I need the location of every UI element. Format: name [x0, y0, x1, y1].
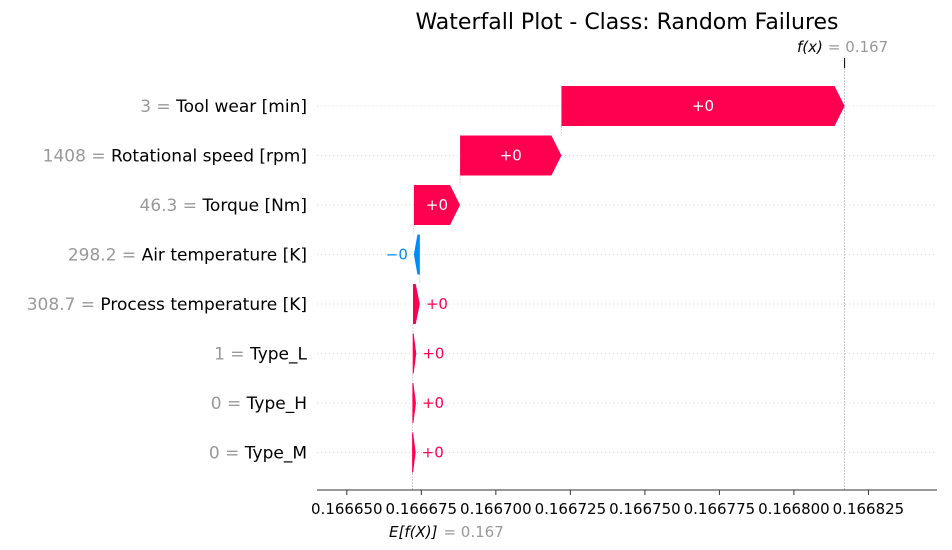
feature-label: 308.7 = Process temperature [K]	[27, 295, 307, 315]
feature-name: Torque [Nm]	[201, 196, 307, 216]
efx-label: E[f(X)]	[389, 523, 438, 541]
feature-equals: =	[225, 345, 250, 365]
feature-equals: =	[151, 97, 176, 117]
feature-value: 0	[209, 444, 220, 464]
x-tick-label: 0.166675	[386, 500, 458, 518]
labels-layer: +0 3 = Tool wear [min] +0 1408 = Rotational…	[27, 97, 714, 464]
feature-equals: =	[117, 246, 142, 266]
feature-name: Rotational speed [rpm]	[111, 147, 307, 167]
feature-value: 0	[211, 394, 222, 414]
waterfall-bar	[460, 135, 562, 176]
x-tick-label: 0.166800	[758, 500, 830, 518]
feature-label: 0 = Type_H	[211, 394, 307, 414]
bar-value-label: +0	[426, 295, 448, 313]
feature-name: Type_L	[249, 345, 308, 365]
fx-label: f(x)	[797, 38, 823, 56]
bar-value-label: +0	[692, 97, 714, 115]
fx-value: = 0.167	[828, 38, 888, 56]
x-tick-label: 0.166650	[311, 500, 383, 518]
waterfall-bar	[412, 432, 416, 473]
feature-label: 0 = Type_M	[209, 444, 307, 464]
bar-value-label: +0	[422, 345, 444, 363]
x-tick-label: 0.166750	[609, 500, 681, 518]
waterfall-bar	[412, 383, 416, 423]
feature-label: 298.2 = Air temperature [K]	[68, 246, 307, 266]
x-tick-label: 0.166725	[535, 500, 607, 518]
bars-layer	[412, 86, 845, 473]
feature-value: 46.3	[140, 196, 178, 216]
feature-equals: =	[86, 147, 111, 167]
x-axis: 0.166650 0.166675 0.166700 0.166725 0.166750…	[311, 38, 937, 541]
feature-value: 308.7	[27, 295, 76, 315]
feature-label: 1 = Type_L	[214, 345, 307, 365]
x-tick-label: 0.166825	[833, 500, 905, 518]
grid-layer	[317, 62, 937, 490]
feature-name: Tool wear [min]	[175, 97, 307, 117]
feature-value: 1408	[43, 147, 86, 167]
feature-equals: =	[177, 196, 202, 216]
waterfall-bar	[561, 86, 845, 126]
x-tick-label: 0.166775	[684, 500, 756, 518]
fx-annotation: f(x) = 0.167	[797, 38, 888, 56]
chart-title: Waterfall Plot - Class: Random Failures	[415, 10, 838, 35]
feature-name: Air temperature [K]	[142, 246, 307, 266]
efx-value: = 0.167	[443, 523, 503, 541]
feature-value: 298.2	[68, 246, 117, 266]
bar-value-label: +0	[422, 394, 444, 412]
waterfall-bar	[413, 234, 420, 275]
waterfall-bar	[412, 333, 417, 374]
bar-value-label: +0	[500, 147, 522, 165]
feature-label: 3 = Tool wear [min]	[140, 97, 307, 117]
feature-label: 46.3 = Torque [Nm]	[140, 196, 307, 216]
feature-value: 3	[140, 97, 151, 117]
bar-value-label: +0	[426, 196, 448, 214]
feature-value: 1	[214, 345, 225, 365]
bar-value-label: +0	[422, 444, 444, 462]
efx-annotation: E[f(X)] = 0.167	[389, 523, 504, 541]
feature-equals: =	[220, 444, 245, 464]
feature-equals: =	[75, 295, 100, 315]
feature-equals: =	[222, 394, 247, 414]
waterfall-bar	[412, 284, 420, 324]
waterfall-bar	[413, 185, 461, 225]
bar-value-label: −0	[386, 246, 408, 264]
feature-name: Type_M	[244, 444, 307, 464]
feature-name: Process temperature [K]	[100, 295, 307, 315]
feature-label: 1408 = Rotational speed [rpm]	[43, 147, 307, 167]
x-tick-label: 0.166700	[460, 500, 532, 518]
feature-name: Type_H	[246, 394, 307, 414]
